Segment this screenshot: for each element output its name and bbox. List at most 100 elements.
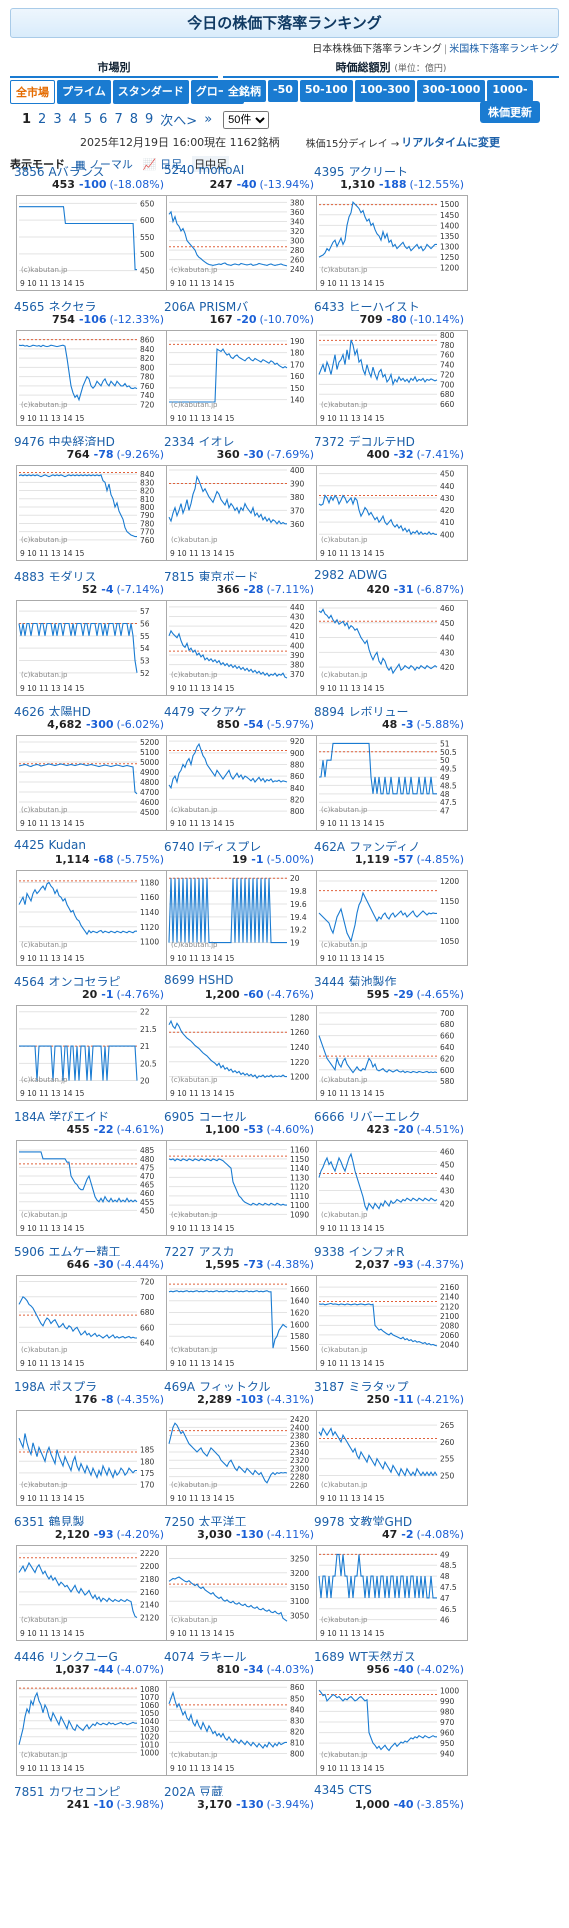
intraday-chart[interactable]: 1080 1070 1060 1050 1040 1030 1020 1010 1000 (c)k… (16, 1680, 168, 1776)
stock-name[interactable]: 文教堂GHD (348, 1515, 413, 1526)
intraday-chart[interactable]: 265 260 255 250 (c)kabutan.jp 9 10 11 13 14 1… (316, 1410, 468, 1506)
stock-name[interactable]: ADWG (348, 568, 388, 581)
intraday-chart[interactable]: 190 180 170 160 150 140 (c)kabutan.jp 9 10 11 1… (166, 330, 318, 426)
stock-title[interactable]: 202A 豆蔵 (164, 1783, 314, 1796)
stock-code[interactable]: 462A (314, 840, 346, 851)
cap-300-1000-button[interactable]: 300-1000 (417, 80, 486, 102)
stock-code[interactable]: 3444 (314, 975, 345, 986)
page-5[interactable]: 5 (83, 112, 93, 127)
stock-title[interactable]: 4425 Kudan (14, 838, 164, 851)
stock-code[interactable]: 469A (164, 1380, 196, 1391)
stock-name[interactable]: エムケー精工 (48, 1245, 121, 1256)
intraday-chart[interactable]: 460 450 440 430 420 (c)kabutan.jp 9 10 11 13 1… (316, 600, 468, 696)
stock-card[interactable]: 4425 Kudan 1,114 -68 (-5.75%) 1180 1160 1140 112… (14, 838, 168, 968)
stock-card[interactable]: 7227 アスカ 1,595 -73 (-4.38%) 1660 1640 1620 1600 1… (164, 1243, 318, 1373)
stock-title[interactable]: 9978 文教堂GHD (314, 1513, 464, 1526)
intraday-chart[interactable]: 450 440 430 420 410 400 (c)kabutan.jp 9 10 11 1… (316, 465, 468, 561)
stock-name[interactable]: 太陽HD (48, 705, 91, 716)
stock-title[interactable]: 7851 カワセコンピ (14, 1783, 164, 1796)
stock-name[interactable]: アクリート (348, 165, 408, 176)
stock-code[interactable]: 4565 (14, 300, 45, 311)
intraday-chart[interactable]: 860 840 820 800 780 760 740 720 (c)kabutan.jp 9 1… (16, 330, 168, 426)
stock-code[interactable]: 4626 (14, 705, 45, 716)
stock-card[interactable]: 9978 文教堂GHD 47 -2 (-4.08%) 49 48.5 48 47.5 47 46.5… (314, 1513, 468, 1643)
refresh-button[interactable]: 株価更新 (480, 101, 540, 123)
page-3[interactable]: 3 (53, 112, 62, 127)
intraday-chart[interactable]: 22 21.5 21 20.5 20 (c)kabutan.jp 9 10 11 13 14… (16, 1005, 168, 1101)
stock-code[interactable]: 3187 (314, 1380, 345, 1391)
stock-title[interactable]: 5906 エムケー精工 (14, 1243, 164, 1256)
stock-title[interactable]: 2982 ADWG (314, 568, 464, 581)
intraday-chart[interactable]: 840 830 820 810 800 790 780 770 760 (c)kabutan.jp… (16, 465, 168, 561)
stock-name[interactable]: ポスプラ (49, 1380, 98, 1391)
stock-code[interactable]: 1689 (314, 1650, 345, 1661)
stock-code[interactable]: 4345 (314, 1783, 345, 1796)
page-9[interactable]: 9 (145, 112, 154, 127)
stock-card[interactable]: 5906 エムケー精工 646 -30 (-4.44%) 720 700 680 660 640 (… (14, 1243, 168, 1373)
intraday-chart[interactable]: 460 450 440 430 420 (c)kabutan.jp 9 10 11 13 1… (316, 1140, 468, 1236)
stock-code[interactable]: 206A (164, 300, 196, 311)
us-ranking-link[interactable]: 米国株下落率ランキング (449, 44, 559, 55)
stock-card[interactable]: 4883 モダリス 52 -4 (-7.14%) 57 56 55 54 53 52 (c)kabut… (14, 568, 168, 698)
market-all-button[interactable]: 全市場 (10, 80, 55, 104)
stock-card[interactable]: 7851 カワセコンピ 241 -10 (-3.98%) (14, 1783, 164, 1913)
stock-card[interactable]: 202A 豆蔵 3,170 -130 (-3.94%) (164, 1783, 314, 1913)
stock-name[interactable]: モダリス (48, 570, 97, 581)
stock-card[interactable]: 1689 WT天然ガス 956 -40 (-4.02%) 1000 990 980 970 960… (314, 1648, 468, 1778)
cap-all-button[interactable]: 全銘柄 (223, 80, 266, 102)
stock-name[interactable]: ラキール (198, 1650, 247, 1661)
stock-code[interactable]: 202A (164, 1785, 196, 1796)
stock-title[interactable]: 4345 CTS (314, 1783, 464, 1796)
cap-under50-button[interactable]: -50 (268, 80, 298, 102)
stock-card[interactable]: 7250 太平洋工 3,030 -130 (-4.11%) 3250 3200 3150 310… (164, 1513, 318, 1643)
stock-title[interactable]: 1689 WT天然ガス (314, 1648, 464, 1661)
intraday-chart[interactable]: 400 390 380 370 360 (c)kabutan.jp 9 10 11 13 1… (166, 465, 318, 561)
intraday-chart[interactable]: 20 19.8 19.6 19.4 19.2 19 (c)kabutan.jp 9 10 11… (166, 870, 318, 966)
stock-code[interactable]: 6666 (314, 1110, 345, 1121)
stock-code[interactable]: 5240 (164, 163, 195, 176)
stock-title[interactable]: 4074 ラキール (164, 1648, 314, 1661)
stock-code[interactable]: 2982 (314, 568, 345, 581)
stock-title[interactable]: 7227 アスカ (164, 1243, 314, 1256)
stock-name[interactable]: インフォR (348, 1245, 405, 1256)
stock-code[interactable]: 3856 (14, 165, 45, 176)
stock-card[interactable]: 4446 リンクユーG 1,037 -44 (-4.07%) 1080 1070 1060 10… (14, 1648, 168, 1778)
stock-name[interactable]: イオレ (198, 435, 235, 446)
intraday-chart[interactable]: 51 50.5 50 49.5 49 48.5 48 47.5 47 (c)kabutan.jp 9… (316, 735, 468, 831)
stock-card[interactable]: 469A フィットクル 2,289 -103 (-4.31%) 2420 2400 2380 2… (164, 1378, 318, 1508)
intraday-chart[interactable]: 1000 990 980 970 960 950 940 (c)kabutan.jp 9 10 … (316, 1680, 468, 1776)
stock-title[interactable]: 198A ポスプラ (14, 1378, 164, 1391)
stock-card[interactable]: 198A ポスプラ 176 -8 (-4.35%) 185 180 175 170 (c)kabu… (14, 1378, 168, 1508)
stock-title[interactable]: 6740 Jディスプレ (164, 838, 314, 851)
mode-daily[interactable]: 📈 日足 (142, 158, 183, 171)
stock-card[interactable]: 6740 Jディスプレ 19 -1 (-5.00%) 20 19.8 19.6 19.4 19.2… (164, 838, 318, 968)
stock-code[interactable]: 4564 (14, 975, 45, 986)
intraday-chart[interactable]: 49 48.5 48 47.5 47 46.5 46 (c)kabutan.jp 9 10 11… (316, 1545, 468, 1641)
intraday-chart[interactable]: 1200 1150 1100 1050 (c)kabutan.jp 9 10 11 13 … (316, 870, 468, 966)
stock-code[interactable]: 5906 (14, 1245, 45, 1256)
stock-card[interactable]: 6666 リバーエレク 423 -20 (-4.51%) 460 450 440 430 420 (… (314, 1108, 468, 1238)
stock-card[interactable]: 7815 東京ボード 366 -28 (-7.11%) 440 430 420 410 400 39… (164, 568, 318, 698)
stock-title[interactable]: 2334 イオレ (164, 433, 314, 446)
last-page-link[interactable]: » (204, 112, 213, 127)
per-page-select[interactable]: 50件 (223, 110, 270, 129)
stock-card[interactable]: 4479 マクアケ 850 -54 (-5.97%) 920 900 880 860 840 820… (164, 703, 318, 833)
intraday-chart[interactable]: 1660 1640 1620 1600 1580 1560 (c)kabutan.jp 9 1… (166, 1275, 318, 1371)
stock-name[interactable]: マクアケ (198, 705, 247, 716)
stock-code[interactable]: 8699 (164, 973, 195, 986)
stock-card[interactable]: 8894 レボリュー 48 -3 (-5.88%) 51 50.5 50 49.5 49 48.5 4… (314, 703, 468, 833)
stock-card[interactable]: 3444 菊池製作 595 -29 (-4.65%) 700 680 660 640 620 600… (314, 973, 468, 1103)
stock-card[interactable]: 3187 ミラタップ 250 -11 (-4.21%) 265 260 255 250 (c)ka… (314, 1378, 468, 1508)
stock-title[interactable]: 8699 HSHD (164, 973, 314, 986)
stock-title[interactable]: 6666 リバーエレク (314, 1108, 464, 1121)
next-page-link[interactable]: 次へ> (160, 114, 198, 129)
stock-card[interactable]: 4626 太陽HD 4,682 -300 (-6.02%) 5200 5100 5000 490… (14, 703, 168, 833)
intraday-chart[interactable]: 1500 1450 1400 1350 1300 1250 1200 (c)kabutan.j… (316, 195, 468, 291)
stock-title[interactable]: 5240 monoAI (164, 163, 314, 176)
stock-code[interactable]: 6740 (164, 840, 195, 851)
page-6[interactable]: 6 (99, 112, 108, 127)
stock-code[interactable]: 2334 (164, 435, 195, 446)
stock-card[interactable]: 4074 ラキール 810 -34 (-4.03%) 860 850 840 830 820 810… (164, 1648, 318, 1778)
stock-code[interactable]: 6351 (14, 1515, 45, 1526)
intraday-chart[interactable]: 380 360 340 320 300 280 260 240 (c)kabutan.jp 9 1… (166, 195, 318, 291)
